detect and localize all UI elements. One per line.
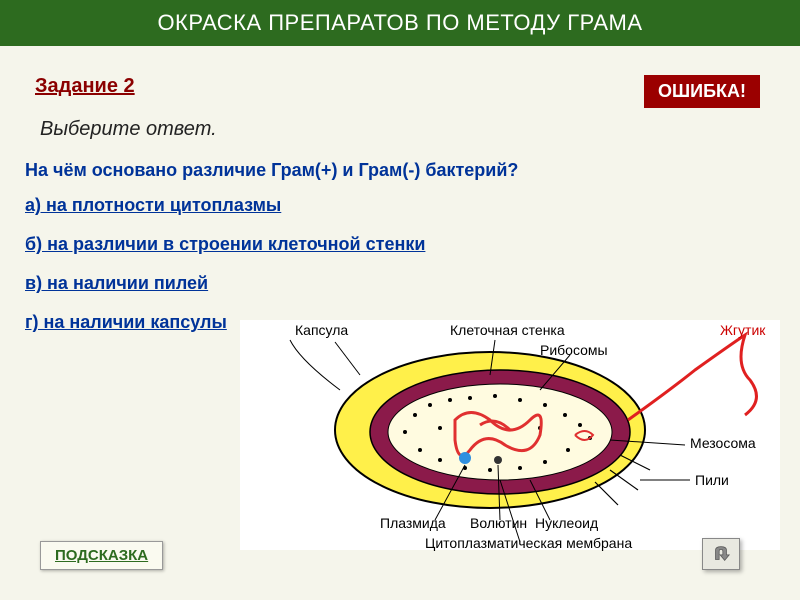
label-volutin: Волютин: [470, 515, 527, 531]
bacteria-diagram: Капсула Клеточная стенка Рибосомы Жгутик…: [240, 320, 780, 550]
u-turn-icon: [710, 543, 732, 565]
label-plasmid: Плазмида: [380, 515, 446, 531]
label-ribosomes: Рибосомы: [540, 342, 608, 358]
instruction-text: Выберите ответ.: [40, 118, 217, 141]
page-title: ОКРАСКА ПРЕПАРАТОВ ПО МЕТОДУ ГРАМА: [0, 0, 800, 46]
label-capsule: Капсула: [295, 322, 348, 338]
question-text: На чём основано различие Грам(+) и Грам(…: [25, 160, 518, 181]
label-cell-wall: Клеточная стенка: [450, 322, 565, 338]
hint-button[interactable]: ПОДСКАЗКА: [40, 541, 163, 570]
label-mesosome: Мезосома: [690, 435, 756, 451]
task-number: Задание 2: [35, 75, 135, 98]
answer-option-c[interactable]: в) на наличии пилей: [25, 273, 765, 294]
label-pili: Пили: [695, 472, 729, 488]
back-button[interactable]: [702, 538, 740, 570]
label-nucleoid: Нуклеоид: [535, 515, 598, 531]
label-flagellum: Жгутик: [720, 322, 765, 338]
error-badge: ОШИБКА!: [644, 75, 760, 108]
label-cyto-membrane: Цитоплазматическая мембрана: [425, 535, 632, 551]
answer-option-a[interactable]: а) на плотности цитоплазмы: [25, 195, 765, 216]
answer-option-b[interactable]: б) на различии в строении клеточной стен…: [25, 234, 765, 255]
